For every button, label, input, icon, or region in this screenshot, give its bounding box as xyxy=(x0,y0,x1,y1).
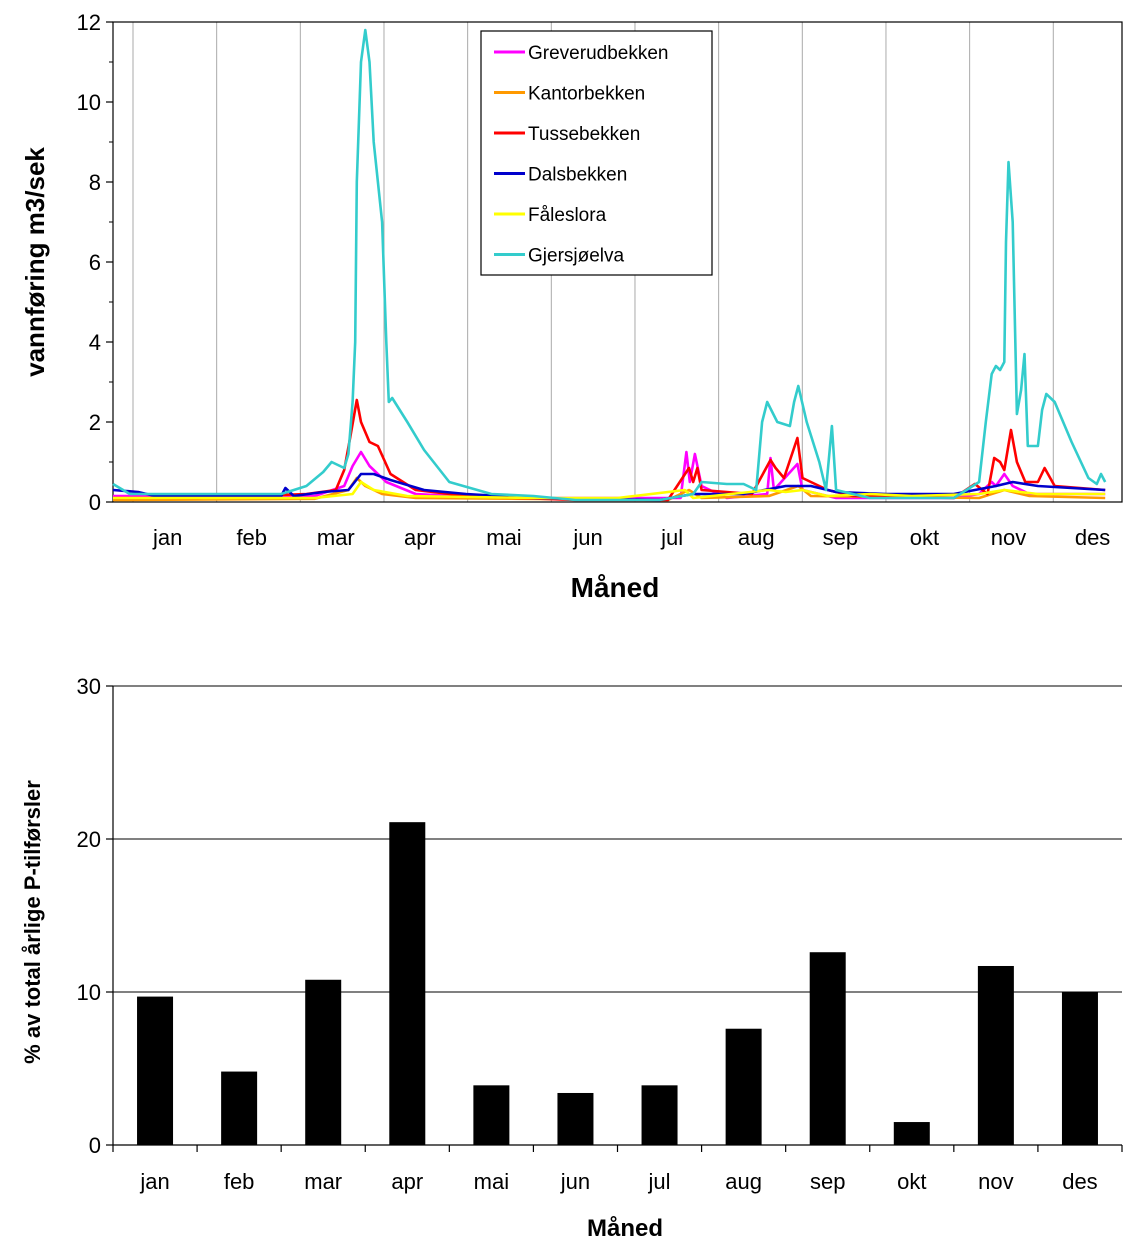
y-tick-label: 10 xyxy=(77,980,101,1005)
x-tick-label-jul: jul xyxy=(660,525,683,550)
x-tick-label-apr: apr xyxy=(404,525,436,550)
bar-jul xyxy=(641,1085,678,1145)
x-tick-label-apr: apr xyxy=(391,1169,423,1194)
legend-label: Dalsbekken xyxy=(528,165,627,186)
bar-jan xyxy=(137,996,174,1145)
bar-feb xyxy=(221,1071,258,1145)
x-tick-label-feb: feb xyxy=(236,525,267,550)
legend: Greverudbekken Kantorbekken Tussebekken Dal… xyxy=(480,30,713,276)
x-tick-label-aug: aug xyxy=(725,1169,762,1194)
bar-des xyxy=(1061,992,1098,1145)
x-tick-label-jan: jan xyxy=(152,525,182,550)
x-tick-label-mai: mai xyxy=(486,525,521,550)
bar-jun xyxy=(557,1092,594,1145)
y-tick-label: 10 xyxy=(77,90,101,115)
x-tick-label-okt: okt xyxy=(910,525,939,550)
bar-sep xyxy=(809,952,846,1145)
x-tick-label-jan: jan xyxy=(139,1169,169,1194)
x-tick-label-des: des xyxy=(1075,525,1110,550)
y-tick-label: 0 xyxy=(89,1133,101,1158)
legend-label: Gjersjøelva xyxy=(528,246,625,267)
bar-mai xyxy=(473,1085,510,1145)
phosphorus-bar-chart: 0 10 20 30 jan feb mar apr mai jun jul aug sep okt nov… xyxy=(20,674,1123,1242)
y-tick-label: 8 xyxy=(89,170,101,195)
x-tick-label-mar: mar xyxy=(304,1169,342,1194)
series-line-tussebekken xyxy=(113,398,1106,502)
x-tick-label-aug: aug xyxy=(738,525,775,550)
legend-label: Fåleslora xyxy=(528,205,607,226)
x-tick-label-des: des xyxy=(1062,1169,1097,1194)
y-axis-title: % av total årlige P-tilførsler xyxy=(20,780,45,1064)
legend-label: Kantorbekken xyxy=(528,84,645,105)
legend-label: Tussebekken xyxy=(528,124,640,145)
y-tick-label: 0 xyxy=(89,490,101,515)
legend-label: Greverudbekken xyxy=(528,43,668,64)
y-tick-label: 6 xyxy=(89,250,101,275)
bar-nov xyxy=(977,965,1014,1145)
x-axis-title: Måned xyxy=(587,1215,663,1242)
y-axis-title: vannføring m3/sek xyxy=(20,147,50,377)
y-tick-label: 20 xyxy=(77,827,101,852)
x-tick-label-feb: feb xyxy=(224,1169,255,1194)
legend-box xyxy=(480,30,713,276)
y-tick-label: 12 xyxy=(77,10,101,35)
bar-okt xyxy=(893,1122,930,1145)
y-tick-label: 2 xyxy=(89,410,101,435)
x-tick-label-jun: jun xyxy=(560,1169,590,1194)
flow-line-chart: 0 2 4 6 8 10 12 jan feb mar apr mai jun jul aug sep okt n… xyxy=(20,10,1123,603)
y-tick-label: 4 xyxy=(89,330,101,355)
x-axis-title: Måned xyxy=(571,572,660,603)
bar-apr xyxy=(389,822,426,1145)
series-line-fåleslora xyxy=(113,480,1106,500)
x-tick-label-sep: sep xyxy=(823,525,858,550)
series-line-gjersjøelva xyxy=(112,28,1107,502)
x-tick-label-okt: okt xyxy=(897,1169,926,1194)
x-tick-label-mai: mai xyxy=(474,1169,509,1194)
bar-mar xyxy=(305,979,342,1145)
x-tick-label-nov: nov xyxy=(978,1169,1013,1194)
series-line-greverudbekken xyxy=(113,450,1106,500)
y-tick-label: 30 xyxy=(77,674,101,699)
x-tick-label-sep: sep xyxy=(810,1169,845,1194)
x-tick-label-nov: nov xyxy=(991,525,1026,550)
bar-aug xyxy=(725,1028,762,1145)
x-tick-label-jul: jul xyxy=(648,1169,671,1194)
x-tick-label-mar: mar xyxy=(317,525,355,550)
x-tick-label-jun: jun xyxy=(572,525,602,550)
